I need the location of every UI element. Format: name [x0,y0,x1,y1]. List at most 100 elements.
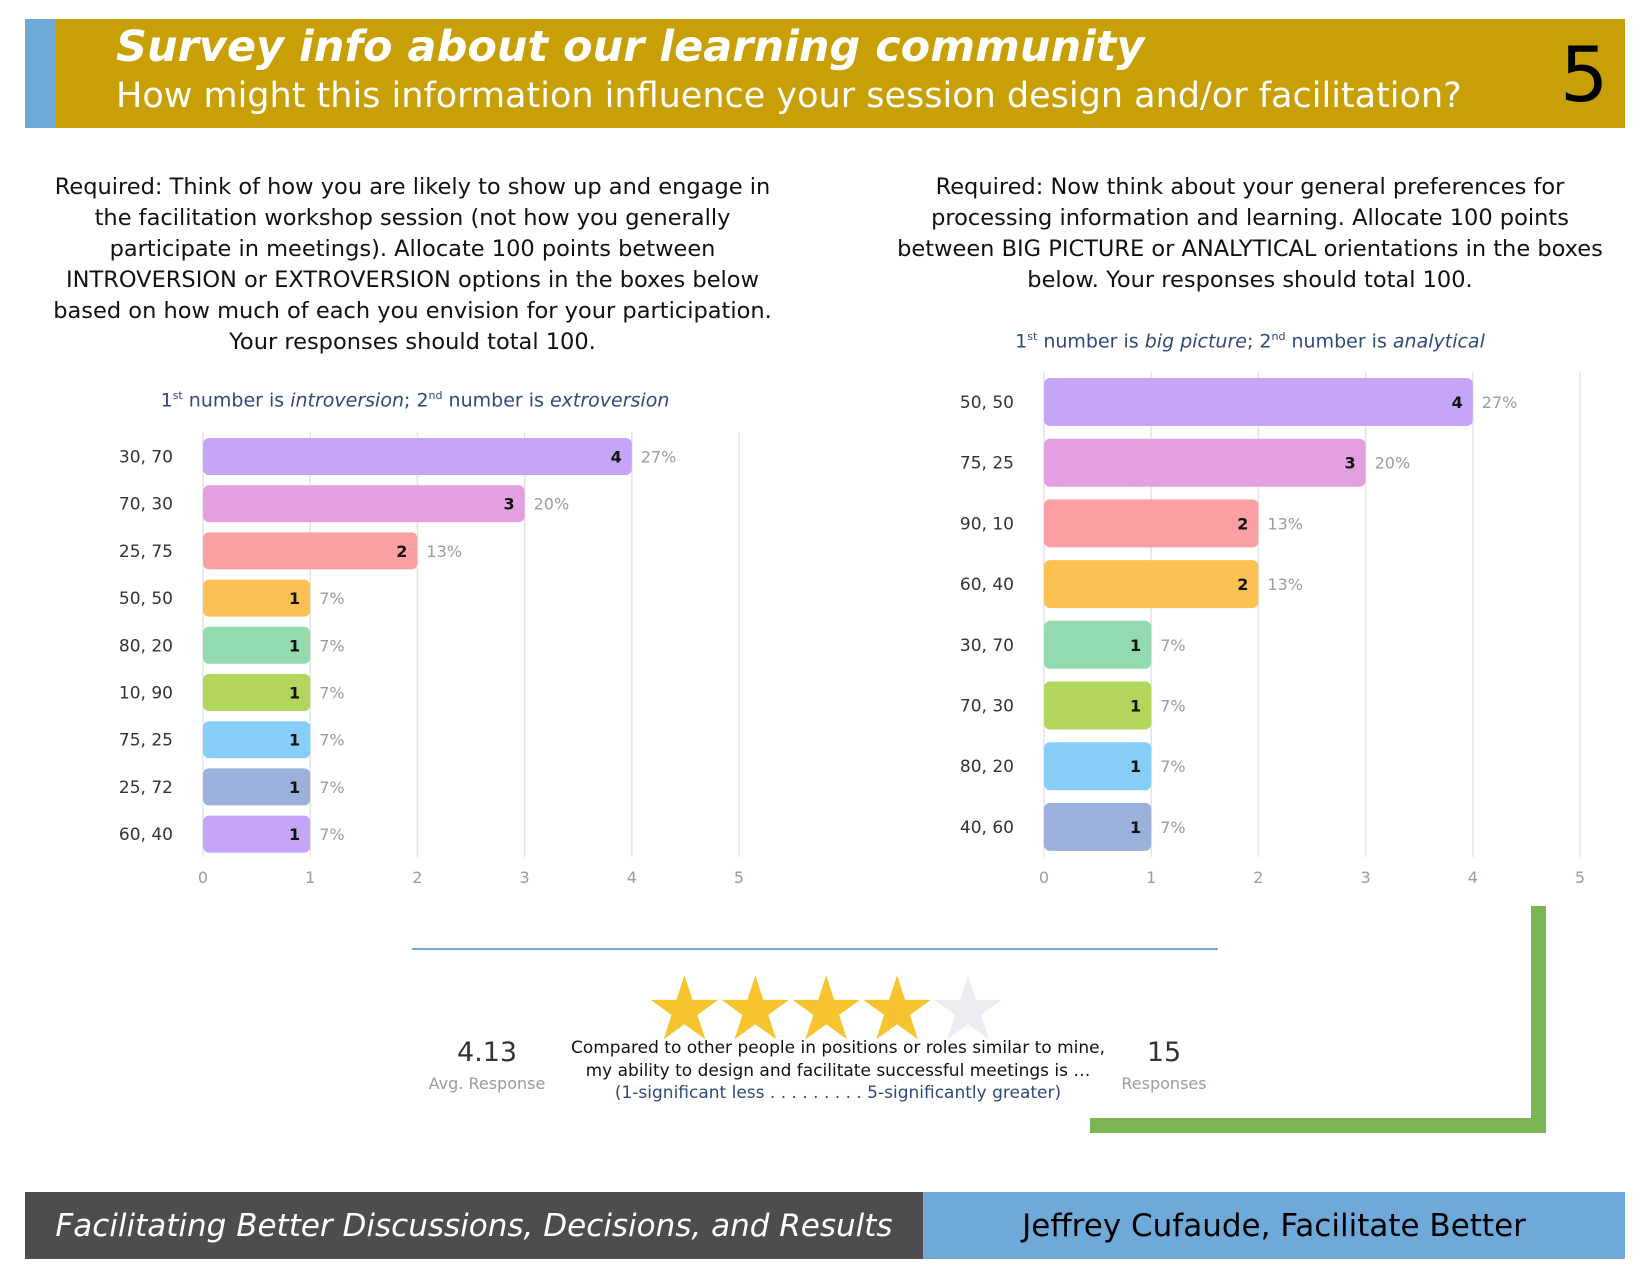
chart2-percent-label: 27% [1482,393,1518,412]
right-note: 1st number is big picture; 2nd number is… [1015,330,1485,353]
chart1-value-label: 1 [289,589,300,608]
footer-author: Jeffrey Cufaude, Facilitate Better [923,1192,1625,1259]
chart1-value-label: 2 [396,542,407,561]
chart2-value-label: 1 [1130,697,1141,716]
chart1-bar [203,579,311,617]
chart1-x-tick-label: 1 [305,868,315,887]
chart2-x-tick-label: 2 [1253,868,1263,887]
chart1-percent-label: 7% [319,589,344,608]
chart1-percent-label: 7% [319,684,344,703]
chart1-value-label: 3 [503,495,514,514]
chart2-bar [1044,620,1152,669]
chart1-percent-label: 27% [641,448,677,467]
chart2-value-label: 1 [1130,818,1141,837]
chart1-category-label: 70, 30 [119,495,173,515]
chart2-value-label: 2 [1237,575,1248,594]
chart1-category-label: 50, 50 [119,589,173,609]
chart2-x-tick-label: 1 [1146,868,1156,887]
rating-question: Compared to other people in positions or… [562,1037,1114,1105]
chart2-category-label: 30, 70 [960,636,1014,656]
chart1-percent-label: 7% [319,636,344,655]
chart1-bar [203,485,525,523]
chart2-value-label: 1 [1130,757,1141,776]
chart2-bar [1044,499,1259,548]
chart1-bar [203,721,311,759]
slide-title: Survey info about our learning community [116,22,1145,72]
chart2-x-tick-label: 4 [1468,868,1478,887]
chart2-bar [1044,681,1152,730]
star-filled-icon: ★ [857,957,937,1060]
average-response-label: Avg. Response [428,1074,546,1093]
chart2-percent-label: 20% [1375,454,1411,473]
chart1-category-label: 80, 20 [119,636,173,656]
chart1-bar [203,532,418,570]
chart1-category-label: 25, 72 [119,778,173,798]
chart1-value-label: 1 [289,731,300,750]
chart1-x-tick-label: 2 [412,868,422,887]
green-bracket-horizontal [1090,1118,1546,1133]
chart2-percent-label: 13% [1267,575,1303,594]
chart2-percent-label: 7% [1160,636,1185,655]
chart1-bar [203,674,311,711]
chart2-category-label: 40, 60 [960,818,1014,838]
chart1-x-tick-label: 0 [198,868,208,887]
chart1-bar [203,768,311,806]
responses-label: Responses [1121,1074,1207,1093]
chart2-bar [1044,378,1473,426]
chart2-bar [1044,438,1366,487]
chart2-percent-label: 13% [1267,514,1303,533]
chart1-x-tick-label: 4 [627,868,637,887]
average-response-value: 4.13 [456,1037,518,1068]
header-bar [25,19,1625,128]
green-bracket-vertical [1531,906,1546,1133]
chart1-category-label: 75, 25 [119,731,173,751]
chart1-percent-label: 7% [319,778,344,797]
star-filled-icon: ★ [715,957,795,1060]
chart2-value-label: 1 [1130,636,1141,655]
chart1-value-label: 1 [289,636,300,655]
chart1-x-tick-label: 3 [520,868,530,887]
chart1-percent-label: 20% [534,495,570,514]
rating-question-line2: my ability to design and facilitate succ… [585,1060,1091,1081]
footer-tagline: Facilitating Better Discussions, Decisio… [25,1192,923,1259]
bar-charts: 0 1 2 3 4 530, 70 4 27%70, 30 3 20%25, 75 2 13%50, … [119,372,1585,887]
chart2-category-label: 70, 30 [960,697,1014,717]
star-filled-icon: ★ [786,957,866,1060]
chart1-bar [203,626,311,664]
chart1-percent-label: 13% [426,542,462,561]
star-rating: ★★★★★ [645,965,1007,1053]
chart1-percent-label: 7% [319,731,344,750]
star-empty-icon: ★ [928,957,1008,1060]
chart1-category-label: 10, 90 [119,684,173,704]
chart2-category-label: 50, 50 [960,393,1014,413]
chart2-category-label: 75, 25 [960,454,1014,474]
chart2-category-label: 80, 20 [960,757,1014,777]
chart2-percent-label: 7% [1160,697,1185,716]
chart1-x-tick-label: 5 [734,868,744,887]
chart2-category-label: 60, 40 [960,575,1014,595]
chart2-bar [1044,742,1152,791]
right-question: Required: Now think about your general p… [897,174,1603,293]
page-number: 5 [1560,30,1609,119]
left-note: 1st number is introversion; 2nd number i… [160,389,670,412]
chart1-bar [203,815,311,853]
chart2-bar [1044,560,1259,609]
chart1-category-label: 30, 70 [119,448,173,468]
chart2-value-label: 3 [1344,454,1355,473]
chart1-bar [203,438,632,475]
responses-count: 15 [1146,1037,1182,1068]
star-filled-icon: ★ [645,957,724,1060]
chart2-percent-label: 7% [1160,757,1185,776]
chart1-value-label: 1 [289,825,300,844]
chart1-value-label: 1 [289,778,300,797]
chart2-value-label: 4 [1452,393,1463,412]
slide-subtitle: How might this information influence you… [116,76,1462,116]
chart2-value-label: 2 [1237,514,1248,533]
chart1-value-label: 4 [611,448,622,467]
chart1-percent-label: 7% [319,825,344,844]
chart1-category-label: 60, 40 [119,825,173,845]
rating-scale: (1-significant less . . . . . . . . . 5-… [614,1083,1062,1103]
header-accent [25,19,55,128]
chart2-category-label: 90, 10 [960,514,1014,534]
left-question: Required: Think of how you are likely to… [53,174,772,355]
